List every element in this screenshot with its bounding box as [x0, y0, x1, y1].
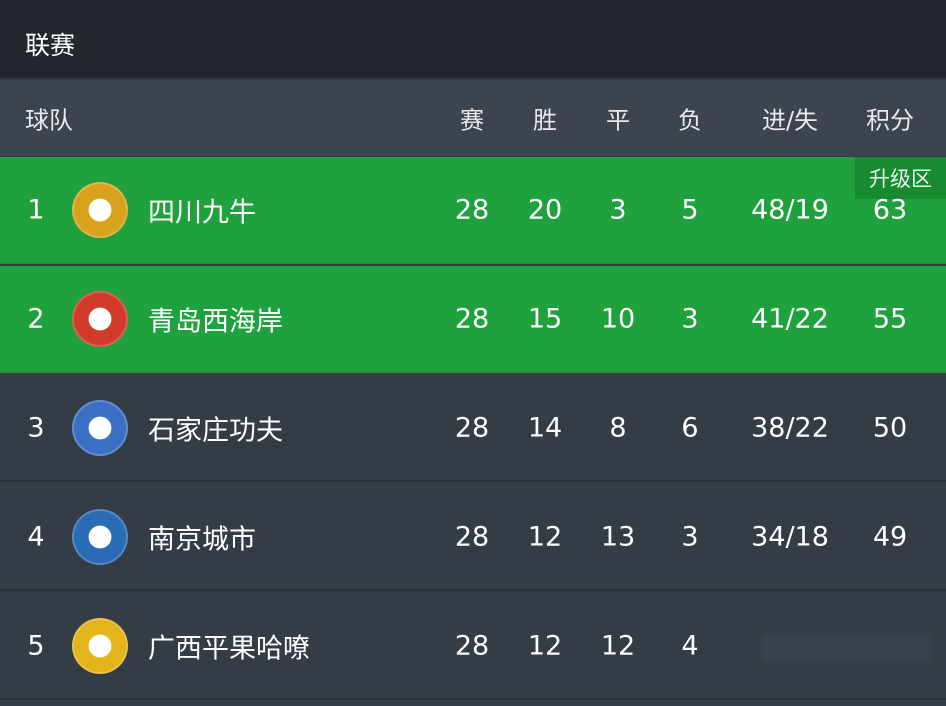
cell-drawn: 13	[600, 521, 636, 552]
cell-played: 28	[454, 303, 490, 334]
cell-points: 49	[872, 521, 908, 552]
rank: 1	[27, 194, 45, 225]
team-logo-icon	[72, 290, 128, 347]
cell-lost: 3	[681, 521, 699, 552]
table-row[interactable]: 3 石家庄功夫 28 14 8 6 38/22 50	[0, 375, 946, 482]
table-row[interactable]: 4 南京城市 28 12 13 3 34/18 49	[0, 484, 946, 591]
team-logo-icon	[72, 399, 128, 456]
cell-lost: 4	[681, 630, 699, 661]
team-name[interactable]: 石家庄功夫	[148, 415, 283, 446]
header-won: 胜	[533, 106, 557, 135]
obscured-area	[760, 633, 930, 663]
rank: 5	[27, 630, 45, 661]
cell-lost: 3	[681, 303, 699, 334]
header-team: 球队	[25, 106, 73, 135]
cell-won: 12	[527, 521, 563, 552]
cell-drawn: 8	[609, 412, 627, 443]
header-drawn: 平	[606, 106, 630, 135]
cell-points: 50	[872, 412, 908, 443]
cell-points: 63	[872, 194, 908, 225]
team-logo-icon	[72, 617, 128, 674]
league-title: 联赛	[0, 0, 946, 78]
cell-drawn: 12	[600, 630, 636, 661]
header-lost: 负	[678, 106, 702, 135]
rank: 4	[27, 521, 45, 552]
team-logo-icon	[72, 508, 128, 565]
cell-drawn: 10	[600, 303, 636, 334]
cell-played: 28	[454, 194, 490, 225]
cell-points: 55	[872, 303, 908, 334]
table-header: 球队 赛 胜 平 负 进/失 积分	[0, 80, 946, 156]
cell-won: 14	[527, 412, 563, 443]
cell-lost: 6	[681, 412, 699, 443]
cell-goals: 48/19	[751, 194, 829, 225]
cell-played: 28	[454, 521, 490, 552]
team-name[interactable]: 南京城市	[148, 524, 256, 555]
header-points: 积分	[866, 106, 914, 135]
cell-played: 28	[454, 412, 490, 443]
rank: 2	[27, 303, 45, 334]
cell-played: 28	[454, 630, 490, 661]
team-name[interactable]: 青岛西海岸	[148, 306, 283, 337]
rank: 3	[27, 412, 45, 443]
header-goals: 进/失	[761, 106, 819, 135]
table-row[interactable]: 2 青岛西海岸 28 15 10 3 41/22 55	[0, 266, 946, 373]
team-logo-icon	[72, 181, 128, 238]
promotion-badge: 升级区	[855, 157, 946, 199]
table-row[interactable]: 升级区 1 四川九牛 28 20 3 5 48/19 63	[0, 157, 946, 264]
table-row[interactable]: 5 广西平果哈嘹 28 12 12 4	[0, 593, 946, 700]
team-name[interactable]: 四川九牛	[148, 197, 256, 228]
team-name[interactable]: 广西平果哈嘹	[148, 633, 310, 664]
cell-won: 12	[527, 630, 563, 661]
cell-goals: 34/18	[751, 521, 829, 552]
header-played: 赛	[460, 106, 484, 135]
cell-won: 15	[527, 303, 563, 334]
cell-drawn: 3	[609, 194, 627, 225]
cell-goals: 38/22	[751, 412, 829, 443]
cell-lost: 5	[681, 194, 699, 225]
cell-goals: 41/22	[751, 303, 829, 334]
cell-won: 20	[527, 194, 563, 225]
